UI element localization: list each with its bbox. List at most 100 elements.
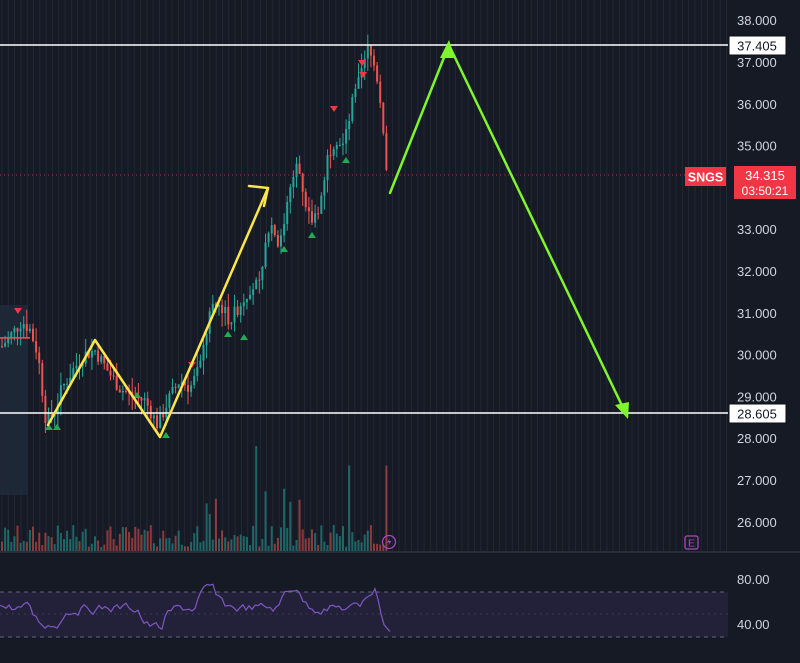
lightning-icon[interactable] bbox=[381, 534, 397, 550]
volume-bar bbox=[190, 541, 193, 551]
volume-bar bbox=[125, 527, 127, 551]
candle-body bbox=[363, 58, 366, 69]
volume-bar bbox=[47, 536, 50, 551]
candle-body bbox=[264, 242, 267, 267]
candle-body bbox=[41, 363, 44, 396]
volume-bar bbox=[320, 525, 323, 551]
volume-bar bbox=[44, 532, 47, 551]
candle-body bbox=[236, 306, 239, 315]
volume-bar bbox=[369, 525, 372, 551]
sell-signal-marker bbox=[330, 106, 338, 112]
candle-body bbox=[338, 144, 341, 146]
volume-bar bbox=[376, 543, 379, 551]
volume-bar bbox=[28, 529, 31, 551]
rsi-band bbox=[0, 592, 728, 637]
candle-body bbox=[221, 304, 224, 314]
candle-body bbox=[273, 225, 276, 236]
candle-body bbox=[159, 413, 162, 429]
svg-text:SNGS: SNGS bbox=[688, 171, 723, 185]
volume-bar bbox=[66, 530, 69, 551]
yellow-arrowhead bbox=[247, 184, 270, 208]
candle-body bbox=[345, 129, 348, 144]
volume-bar bbox=[131, 537, 134, 551]
sell-signal-marker bbox=[14, 308, 22, 314]
price-tick-label: 37.000 bbox=[737, 55, 777, 70]
volume-bar bbox=[295, 539, 298, 551]
candle-body bbox=[379, 81, 382, 103]
price-tick-label: 33.000 bbox=[737, 222, 777, 237]
candle-body bbox=[174, 386, 177, 388]
volume-bar bbox=[218, 538, 220, 551]
candle-body bbox=[183, 381, 186, 386]
candle-body bbox=[211, 303, 214, 312]
volume-bar bbox=[382, 544, 385, 551]
rsi-tick-label: 40.00 bbox=[737, 617, 770, 632]
candle-body bbox=[125, 390, 127, 392]
candle-body bbox=[177, 384, 180, 388]
volume-bars bbox=[1, 446, 388, 551]
level-tag-bottom[interactable]: 28.605 bbox=[728, 403, 787, 424]
candle-body bbox=[121, 390, 124, 393]
volume-bar bbox=[301, 529, 304, 551]
svg-text:28.605: 28.605 bbox=[737, 407, 777, 422]
volume-bar bbox=[357, 540, 360, 551]
volume-bar bbox=[7, 529, 10, 551]
candle-body bbox=[267, 233, 270, 243]
volume-bar bbox=[236, 536, 239, 551]
candle-body bbox=[69, 377, 72, 384]
candle-body bbox=[90, 351, 93, 358]
candle-body bbox=[298, 163, 301, 174]
candle-body bbox=[19, 328, 22, 332]
volume-bar bbox=[19, 542, 22, 551]
volume-bar bbox=[304, 538, 307, 551]
volume-bar bbox=[280, 527, 282, 551]
volume-bar bbox=[276, 537, 279, 551]
volume-bar bbox=[134, 526, 137, 551]
sell-signal-marker bbox=[358, 60, 366, 66]
svg-text:03:50:21: 03:50:21 bbox=[742, 184, 789, 198]
volume-bar bbox=[35, 541, 38, 551]
buy-signal-marker bbox=[162, 432, 170, 438]
candle-body bbox=[72, 368, 75, 378]
candle-body bbox=[323, 180, 326, 196]
volume-bar bbox=[227, 541, 230, 551]
candle-body bbox=[97, 350, 100, 362]
rsi-line bbox=[0, 583, 391, 632]
volume-bar bbox=[323, 541, 326, 551]
rsi-axis[interactable]: 80.00 40.00 bbox=[737, 572, 770, 632]
volume-bar bbox=[59, 532, 62, 551]
earnings-e-badge[interactable]: E bbox=[684, 535, 699, 550]
candle-body bbox=[16, 328, 19, 332]
volume-bar bbox=[314, 533, 317, 551]
candle-body bbox=[335, 145, 338, 150]
volume-bar bbox=[239, 534, 242, 551]
volume-bar bbox=[128, 532, 131, 551]
volume-bar bbox=[351, 532, 354, 551]
svg-text:E: E bbox=[688, 539, 695, 550]
volume-bar bbox=[329, 532, 332, 551]
volume-bar bbox=[180, 544, 183, 551]
volume-bar bbox=[25, 541, 28, 551]
yellow-path bbox=[46, 186, 270, 439]
candle-body bbox=[103, 356, 106, 364]
symbol-tag[interactable]: SNGS bbox=[685, 167, 726, 186]
candle-body bbox=[239, 306, 242, 315]
candle-body bbox=[4, 343, 7, 347]
price-tag[interactable]: 34.315 03:50:21 bbox=[734, 166, 796, 199]
volume-bar bbox=[230, 539, 233, 551]
volume-bar bbox=[159, 538, 162, 551]
volume-bar bbox=[273, 543, 276, 551]
volume-bar bbox=[143, 529, 146, 551]
candle-body bbox=[32, 328, 34, 342]
candle-body bbox=[233, 306, 236, 323]
volume-bar bbox=[38, 532, 41, 551]
level-tag-top[interactable]: 37.405 bbox=[728, 35, 787, 56]
volume-bar bbox=[298, 499, 301, 551]
candle-body bbox=[112, 375, 115, 377]
price-tick-label: 35.000 bbox=[737, 139, 777, 154]
candle-body bbox=[249, 294, 251, 299]
candle-body bbox=[351, 97, 354, 121]
volume-bar bbox=[307, 537, 310, 551]
